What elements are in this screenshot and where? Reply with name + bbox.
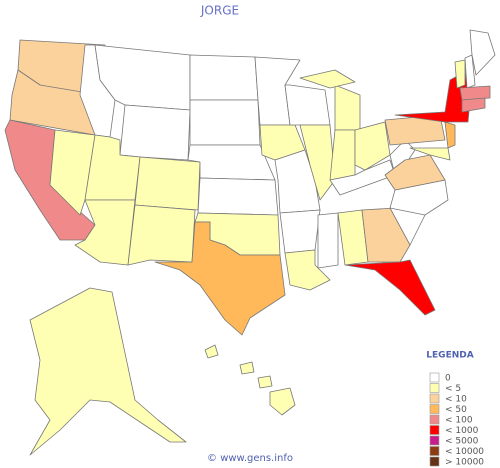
legend: 0< 5< 10< 50< 100< 1000< 5000< 10000> 10… — [429, 372, 484, 468]
legend-label: > 10000 — [445, 458, 484, 468]
region — [49, 129, 96, 216]
region — [279, 209, 321, 254]
region — [29, 287, 187, 456]
legend-swatch — [429, 383, 440, 393]
region — [127, 204, 196, 266]
legend-swatch — [429, 372, 440, 383]
region — [154, 221, 286, 336]
region — [464, 54, 476, 89]
region — [299, 124, 336, 201]
region — [284, 249, 331, 291]
region — [454, 59, 466, 89]
legend-swatch — [429, 446, 440, 456]
region — [329, 129, 356, 181]
region — [284, 84, 331, 126]
region — [197, 177, 279, 216]
region — [119, 104, 191, 161]
footer: © www.gens.info — [207, 453, 293, 464]
region — [239, 361, 255, 375]
region — [444, 121, 456, 149]
map-title: JORGE — [200, 4, 239, 18]
region — [469, 29, 496, 76]
legend-label: < 10 — [445, 395, 467, 405]
region — [344, 259, 436, 316]
legend-swatch — [429, 435, 440, 446]
legend-label: < 50 — [445, 405, 467, 415]
legend-label: < 1000 — [445, 426, 479, 436]
legend-title: LEGENDA — [426, 351, 473, 361]
region — [459, 85, 491, 101]
region — [134, 156, 201, 211]
region — [461, 97, 486, 113]
region — [189, 54, 259, 101]
region — [204, 344, 219, 359]
legend-swatch — [429, 456, 440, 467]
region — [384, 154, 446, 191]
legend-swatch — [429, 414, 440, 425]
region — [334, 84, 361, 131]
legend-swatch — [429, 425, 440, 435]
region — [189, 99, 261, 146]
region — [269, 387, 296, 416]
us-map — [4, 29, 496, 456]
legend-swatch — [429, 393, 440, 404]
region — [299, 69, 356, 89]
region — [74, 199, 136, 266]
legend-label: < 5 — [445, 384, 461, 394]
legend-label: < 5000 — [445, 437, 479, 447]
legend-label: 0 — [445, 374, 451, 384]
region — [409, 147, 451, 161]
region — [329, 159, 396, 196]
region — [354, 121, 391, 171]
legend-swatch — [429, 404, 440, 414]
legend-label: < 10000 — [445, 447, 484, 457]
region — [257, 375, 273, 389]
legend-label: < 100 — [445, 416, 473, 426]
region — [317, 212, 339, 269]
